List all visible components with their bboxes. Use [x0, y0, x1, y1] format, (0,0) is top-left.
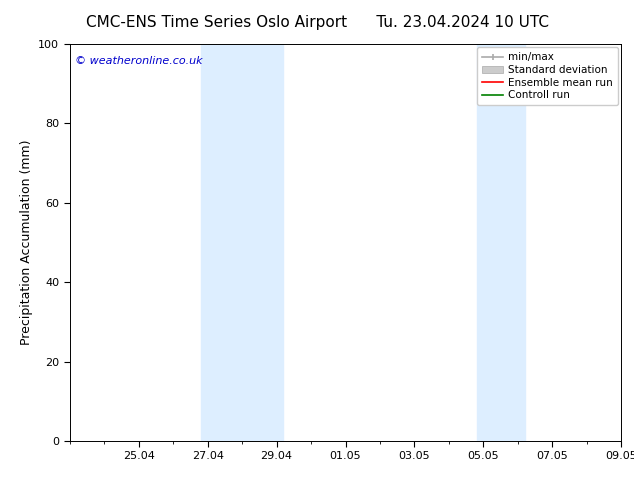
- Text: CMC-ENS Time Series Oslo Airport      Tu. 23.04.2024 10 UTC: CMC-ENS Time Series Oslo Airport Tu. 23.…: [86, 15, 548, 30]
- Bar: [201, 44, 283, 441]
- Y-axis label: Precipitation Accumulation (mm): Precipitation Accumulation (mm): [20, 140, 33, 345]
- Legend: min/max, Standard deviation, Ensemble mean run, Controll run: min/max, Standard deviation, Ensemble me…: [477, 47, 618, 105]
- Text: © weatheronline.co.uk: © weatheronline.co.uk: [75, 56, 203, 66]
- Bar: [477, 44, 525, 441]
